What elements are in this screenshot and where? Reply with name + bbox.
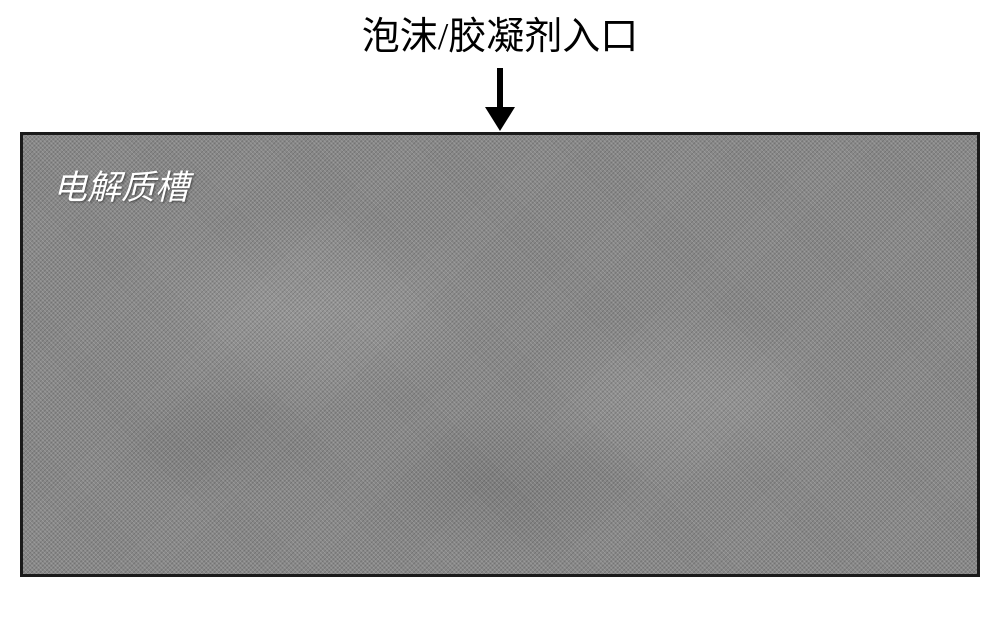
tank-label: 电解质槽 (53, 160, 189, 209)
inlet-arrow (485, 68, 515, 131)
arrow-shaft (497, 68, 503, 108)
inlet-label: 泡沫/胶凝剂入口 (362, 5, 639, 60)
electrolyte-tank: 电解质槽 (20, 132, 980, 577)
arrow-head-down-icon (485, 107, 515, 131)
diagram-container: 泡沫/胶凝剂入口 电解质槽 (0, 0, 1000, 622)
